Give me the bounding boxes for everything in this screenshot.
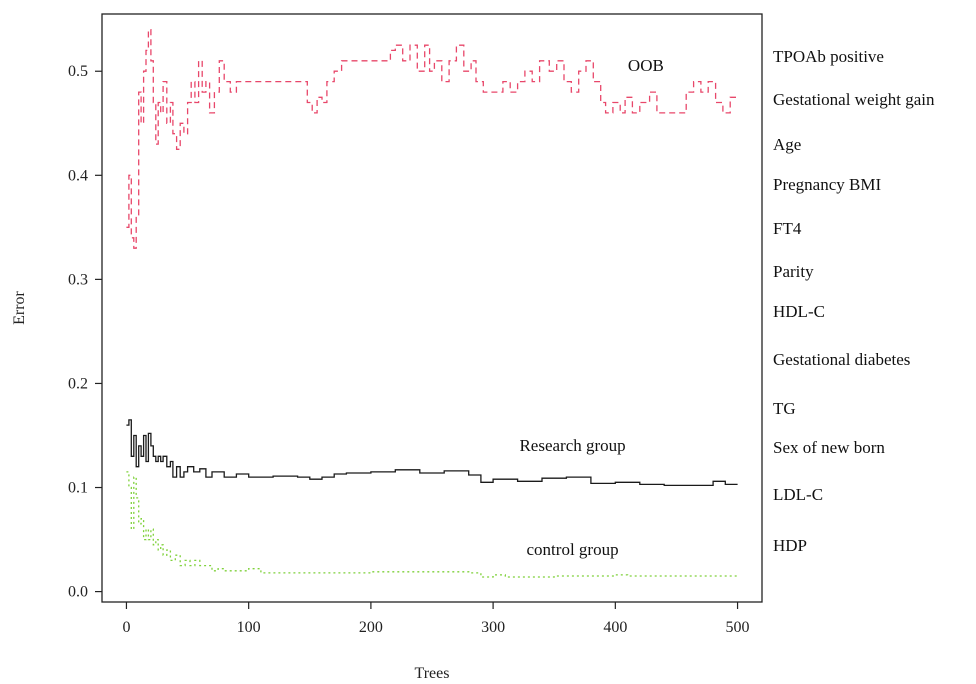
y-tick-label: 0.1 xyxy=(68,480,88,497)
x-tick-label: 100 xyxy=(237,619,261,636)
series-line-control-group xyxy=(126,471,738,578)
variable-importance-list: TPOAb positive Gestational weight gain Age… xyxy=(773,47,935,555)
variable-label: TG xyxy=(773,399,796,418)
x-tick-label: 400 xyxy=(603,619,627,636)
x-axis-title: Trees xyxy=(415,665,450,682)
series-label: Research group xyxy=(519,436,625,455)
y-tick-label: 0.5 xyxy=(68,63,88,80)
series-line-oob xyxy=(126,28,738,249)
y-tick-label: 0.3 xyxy=(68,271,88,288)
series-layer xyxy=(126,28,738,578)
series-line-research-group xyxy=(126,419,738,487)
variable-label: TPOAb positive xyxy=(773,47,884,66)
variable-label: Age xyxy=(773,135,801,154)
annotation-layer: OOB Research group control group xyxy=(519,56,663,559)
variable-label: Parity xyxy=(773,262,814,281)
y-tick-label: 0.4 xyxy=(68,167,88,184)
x-tick-label: 300 xyxy=(481,619,505,636)
y-axis: 0.0 0.1 0.2 0.3 0.4 0.5 xyxy=(68,63,102,601)
x-axis: 0 100 200 300 400 500 xyxy=(122,602,750,636)
variable-label: Pregnancy BMI xyxy=(773,175,881,194)
y-tick-label: 0.0 xyxy=(68,584,88,601)
variable-label: FT4 xyxy=(773,219,802,238)
variable-label: Sex of new born xyxy=(773,438,885,457)
variable-label: HDL-C xyxy=(773,302,825,321)
y-tick-label: 0.2 xyxy=(68,375,88,392)
plot-frame xyxy=(101,13,763,603)
variable-label: Gestational diabetes xyxy=(773,350,910,369)
y-axis-title: Error xyxy=(11,290,28,324)
variable-label: HDP xyxy=(773,536,807,555)
x-tick-label: 0 xyxy=(122,619,130,636)
series-label: OOB xyxy=(628,56,664,75)
x-tick-label: 500 xyxy=(726,619,750,636)
variable-label: LDL-C xyxy=(773,485,823,504)
series-label: control group xyxy=(527,540,619,559)
x-tick-label: 200 xyxy=(359,619,383,636)
variable-label: Gestational weight gain xyxy=(773,90,935,109)
